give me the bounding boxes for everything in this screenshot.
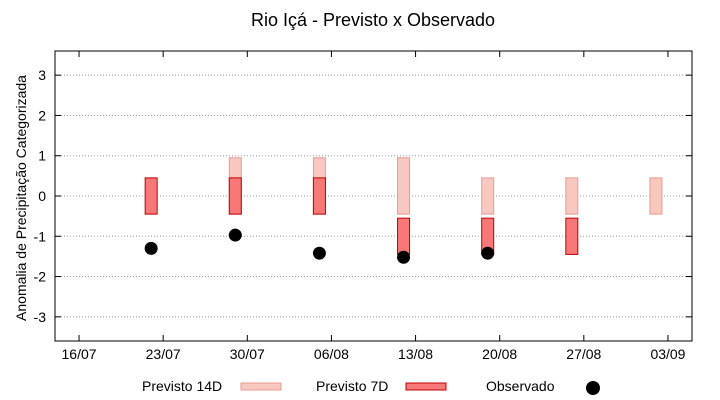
series-previsto-7d — [144, 177, 579, 255]
legend-label-previsto-14d: Previsto 14D — [142, 378, 222, 394]
point-observado — [397, 250, 411, 264]
bar-previsto-7d — [565, 217, 579, 255]
legend-label-observado: Observado — [486, 378, 555, 394]
x-axis-ticks: 16/07 23/07 30/07 06/08 13/08 20/08 27/08 03/09 — [62, 51, 686, 362]
bar-previsto-14d — [649, 177, 663, 215]
bar-previsto-14d — [565, 177, 579, 215]
bar-previsto-14d — [397, 157, 411, 215]
y-axis-label: Anomalia de Precipitação Categorizada — [13, 75, 29, 321]
series-observado — [144, 228, 495, 264]
y-tick-label: -3 — [34, 309, 47, 325]
bar-previsto-7d — [144, 177, 158, 215]
x-tick-label: 13/08 — [398, 346, 433, 362]
bar-previsto-7d — [397, 217, 411, 255]
bar-previsto-14d — [481, 177, 495, 215]
point-observado — [312, 246, 326, 260]
legend-swatch-previsto-14d — [240, 382, 282, 391]
y-tick-label: 1 — [38, 148, 46, 164]
y-tick-label: -1 — [34, 228, 47, 244]
y-tick-label: 2 — [38, 107, 46, 123]
x-tick-label: 06/08 — [314, 346, 349, 362]
bar-previsto-7d — [312, 177, 326, 215]
bar-previsto-7d — [228, 177, 242, 215]
x-tick-label: 20/08 — [482, 346, 517, 362]
point-observado — [481, 246, 495, 260]
y-tick-label: 0 — [38, 188, 46, 204]
y-tick-label: -2 — [34, 269, 47, 285]
x-tick-label: 27/08 — [566, 346, 601, 362]
series-previsto-14d — [228, 157, 663, 215]
legend-swatch-previsto-7d — [405, 382, 447, 391]
legend-label-previsto-7d: Previsto 7D — [316, 378, 388, 394]
point-observado — [228, 228, 242, 242]
y-axis-ticks: 3 2 1 0 -1 -2 -3 — [34, 67, 692, 325]
gridlines — [55, 74, 692, 318]
x-tick-label: 16/07 — [62, 346, 97, 362]
y-tick-label: 3 — [38, 67, 46, 83]
x-tick-label: 23/07 — [146, 346, 181, 362]
x-tick-label: 03/09 — [650, 346, 685, 362]
chart-title: Rio Içá - Previsto x Observado — [251, 10, 495, 30]
plot-frame — [54, 50, 693, 342]
point-observado — [144, 241, 158, 255]
x-tick-label: 30/07 — [230, 346, 265, 362]
legend: Previsto 14D Previsto 7D Observado — [142, 378, 600, 395]
legend-marker-observado — [586, 381, 600, 395]
